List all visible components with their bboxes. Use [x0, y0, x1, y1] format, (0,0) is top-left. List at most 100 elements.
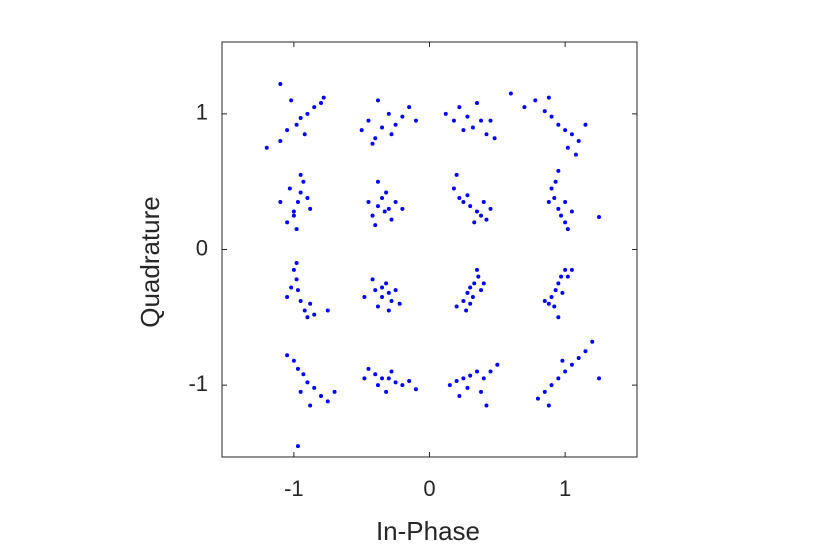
plot-frame: [221, 41, 638, 458]
point: [362, 376, 367, 381]
point: [386, 308, 391, 313]
point: [312, 105, 317, 110]
point: [559, 274, 564, 279]
point: [393, 200, 398, 205]
point: [380, 376, 385, 381]
point: [295, 200, 300, 205]
point: [298, 190, 303, 195]
point: [443, 111, 448, 116]
point: [389, 132, 394, 137]
point: [474, 369, 479, 374]
point: [565, 274, 570, 279]
point: [291, 213, 296, 218]
point: [302, 308, 307, 313]
point: [289, 285, 294, 290]
point: [522, 105, 527, 110]
point: [305, 315, 310, 320]
point: [301, 372, 306, 377]
point: [556, 122, 561, 127]
point: [373, 372, 378, 377]
point: [264, 145, 269, 150]
point: [457, 195, 462, 200]
point: [542, 109, 547, 114]
point: [287, 186, 292, 191]
point: [451, 186, 456, 191]
point: [298, 115, 303, 120]
y-tick-label: 1: [196, 100, 208, 125]
point: [285, 128, 290, 133]
point: [298, 389, 303, 394]
point: [468, 373, 473, 378]
point: [565, 227, 570, 232]
point: [382, 209, 387, 214]
point: [546, 200, 551, 205]
x-tick-label: 0: [423, 476, 435, 501]
point: [576, 139, 581, 144]
point: [294, 277, 299, 282]
point: [479, 118, 484, 123]
point: [552, 304, 557, 309]
point: [556, 281, 561, 286]
point: [556, 376, 561, 381]
point: [472, 220, 477, 225]
point: [573, 152, 578, 157]
point: [464, 308, 469, 313]
point: [488, 369, 493, 374]
point: [291, 209, 296, 214]
point: [569, 267, 574, 272]
point: [384, 190, 389, 195]
point: [413, 118, 418, 123]
point: [302, 132, 307, 137]
point: [542, 389, 547, 394]
point: [461, 376, 466, 381]
point: [366, 366, 371, 371]
x-tick-label: 1: [559, 476, 571, 501]
point: [366, 118, 371, 123]
point: [285, 353, 290, 358]
point: [312, 312, 317, 317]
point: [298, 172, 303, 177]
point: [386, 290, 391, 295]
point: [481, 376, 486, 381]
point: [481, 200, 486, 205]
point: [375, 304, 380, 309]
point: [308, 206, 313, 211]
point: [393, 122, 398, 127]
point: [479, 389, 484, 394]
point: [380, 125, 385, 130]
point: [563, 369, 568, 374]
point: [319, 393, 324, 398]
point: [560, 290, 565, 295]
point: [308, 301, 313, 306]
point: [560, 358, 565, 363]
point: [468, 301, 473, 306]
point: [542, 299, 547, 304]
point: [301, 179, 306, 184]
point: [380, 285, 385, 290]
point: [597, 376, 602, 381]
point: [461, 299, 466, 304]
point: [386, 206, 391, 211]
point: [386, 111, 391, 116]
point: [454, 304, 459, 309]
point: [479, 288, 484, 293]
point: [556, 206, 561, 211]
point: [474, 209, 479, 214]
point: [393, 380, 398, 385]
point: [359, 128, 364, 133]
point: [447, 383, 452, 388]
point: [305, 380, 310, 385]
point: [454, 172, 459, 177]
point: [389, 369, 394, 374]
point: [549, 186, 554, 191]
point: [370, 277, 375, 282]
point: [549, 114, 554, 119]
point: [583, 349, 588, 354]
point: [563, 128, 568, 133]
point: [312, 385, 317, 390]
point: [563, 220, 568, 225]
point: [470, 294, 475, 299]
point: [362, 294, 367, 299]
point: [278, 200, 283, 205]
point: [556, 315, 561, 320]
